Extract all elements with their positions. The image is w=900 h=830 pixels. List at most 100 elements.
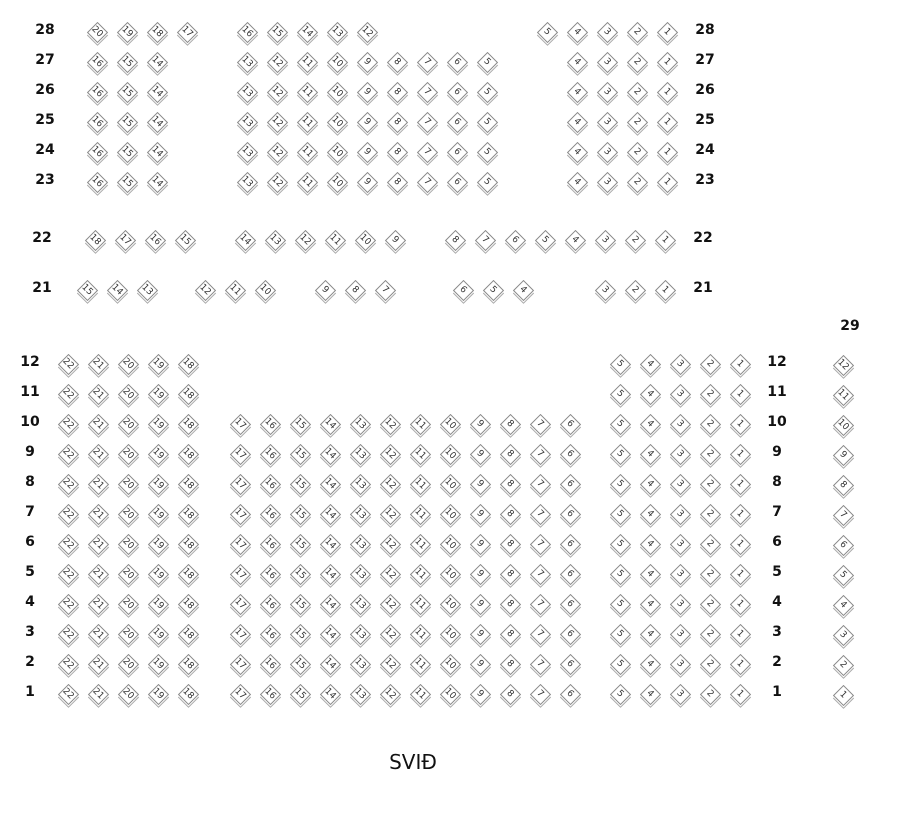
seat-row-7-20[interactable]: 20: [117, 503, 140, 526]
seat-row-27-11[interactable]: 11: [296, 51, 319, 74]
seat-row-3-2[interactable]: 2: [699, 623, 722, 646]
seat-row-5-9[interactable]: 9: [469, 563, 492, 586]
seat-row-8-13[interactable]: 13: [349, 473, 372, 496]
seat-row-26-6[interactable]: 6: [446, 81, 469, 104]
seat-row-21-2[interactable]: 2: [624, 279, 647, 302]
seat-row-1-8[interactable]: 8: [499, 683, 522, 706]
seat-row-10-2[interactable]: 2: [699, 413, 722, 436]
seat-row-24-9[interactable]: 9: [356, 141, 379, 164]
seat-row-7-10[interactable]: 10: [439, 503, 462, 526]
seat-row-6-4[interactable]: 4: [639, 533, 662, 556]
seat-row-25-11[interactable]: 11: [296, 111, 319, 134]
seat-row-10-20[interactable]: 20: [117, 413, 140, 436]
seat-row-26-4[interactable]: 4: [566, 81, 589, 104]
seat-row-5-18[interactable]: 18: [177, 563, 200, 586]
seat-row-28-19[interactable]: 19: [116, 21, 139, 44]
seat-row-24-15[interactable]: 15: [116, 141, 139, 164]
seat-row-11-2[interactable]: 2: [699, 383, 722, 406]
seat-row-3-11[interactable]: 11: [409, 623, 432, 646]
seat-row-1-11[interactable]: 11: [409, 683, 432, 706]
seat-row-5-1[interactable]: 1: [729, 563, 752, 586]
seat-row-2-18[interactable]: 18: [177, 653, 200, 676]
seat-row-9-21[interactable]: 21: [87, 443, 110, 466]
seat-row-22-5[interactable]: 5: [534, 229, 557, 252]
seat-row-28-12[interactable]: 12: [356, 21, 379, 44]
seat-row-1-7[interactable]: 7: [529, 683, 552, 706]
seat-row-7-19[interactable]: 19: [147, 503, 170, 526]
seat-row-26-2[interactable]: 2: [626, 81, 649, 104]
seat-row-23-4[interactable]: 4: [566, 171, 589, 194]
seat-row-1-6[interactable]: 6: [559, 683, 582, 706]
seat-row-5-19[interactable]: 19: [147, 563, 170, 586]
seat-row-25-10[interactable]: 10: [326, 111, 349, 134]
seat-row-6-1[interactable]: 1: [729, 533, 752, 556]
seat-row-24-2[interactable]: 2: [626, 141, 649, 164]
seat-row-6-12[interactable]: 12: [379, 533, 402, 556]
seat-row-12-21[interactable]: 21: [87, 353, 110, 376]
seat-row-10-11[interactable]: 11: [409, 413, 432, 436]
seat-row-8-7[interactable]: 7: [529, 473, 552, 496]
seat-row-2-17[interactable]: 17: [229, 653, 252, 676]
seat-row-8-1[interactable]: 1: [729, 473, 752, 496]
seat-row-12-3[interactable]: 3: [669, 353, 692, 376]
seat-row-1-20[interactable]: 20: [117, 683, 140, 706]
seat-row-5-4[interactable]: 4: [639, 563, 662, 586]
seat-row-7-12[interactable]: 12: [379, 503, 402, 526]
seat-row-1-12[interactable]: 12: [379, 683, 402, 706]
seat-row-3-14[interactable]: 14: [319, 623, 342, 646]
seat-row-26-13[interactable]: 13: [236, 81, 259, 104]
seat-row-4-20[interactable]: 20: [117, 593, 140, 616]
seat-row-23-2[interactable]: 2: [626, 171, 649, 194]
seat-row-6-8[interactable]: 8: [499, 533, 522, 556]
seat-row-4-6[interactable]: 6: [559, 593, 582, 616]
seat-row-27-2[interactable]: 2: [626, 51, 649, 74]
seat-row-7-6[interactable]: 6: [559, 503, 582, 526]
seat-row-6-2[interactable]: 2: [699, 533, 722, 556]
seat-row-2-16[interactable]: 16: [259, 653, 282, 676]
seat-row-25-3[interactable]: 3: [596, 111, 619, 134]
seat-row-6-19[interactable]: 19: [147, 533, 170, 556]
seat-row-23-10[interactable]: 10: [326, 171, 349, 194]
seat-row-8-16[interactable]: 16: [259, 473, 282, 496]
seat-row-1-4[interactable]: 4: [639, 683, 662, 706]
seat-row-3-15[interactable]: 15: [289, 623, 312, 646]
seat-row-7-3[interactable]: 3: [669, 503, 692, 526]
seat-row-11-5[interactable]: 5: [609, 383, 632, 406]
seat-row-5-7[interactable]: 7: [529, 563, 552, 586]
seat-row-7-8[interactable]: 8: [499, 503, 522, 526]
seat-row-22-11[interactable]: 11: [324, 229, 347, 252]
seat-row-26-12[interactable]: 12: [266, 81, 289, 104]
seat-row-29-9[interactable]: 9: [832, 444, 855, 467]
seat-row-7-9[interactable]: 9: [469, 503, 492, 526]
seat-row-4-11[interactable]: 11: [409, 593, 432, 616]
seat-row-6-7[interactable]: 7: [529, 533, 552, 556]
seat-row-7-13[interactable]: 13: [349, 503, 372, 526]
seat-row-27-1[interactable]: 1: [656, 51, 679, 74]
seat-row-4-17[interactable]: 17: [229, 593, 252, 616]
seat-row-12-2[interactable]: 2: [699, 353, 722, 376]
seat-row-28-14[interactable]: 14: [296, 21, 319, 44]
seat-row-1-22[interactable]: 22: [57, 683, 80, 706]
seat-row-21-15[interactable]: 15: [76, 279, 99, 302]
seat-row-4-4[interactable]: 4: [639, 593, 662, 616]
seat-row-27-13[interactable]: 13: [236, 51, 259, 74]
seat-row-22-16[interactable]: 16: [144, 229, 167, 252]
seat-row-24-12[interactable]: 12: [266, 141, 289, 164]
seat-row-21-13[interactable]: 13: [136, 279, 159, 302]
seat-row-24-10[interactable]: 10: [326, 141, 349, 164]
seat-row-2-7[interactable]: 7: [529, 653, 552, 676]
seat-row-3-22[interactable]: 22: [57, 623, 80, 646]
seat-row-28-3[interactable]: 3: [596, 21, 619, 44]
seat-row-9-1[interactable]: 1: [729, 443, 752, 466]
seat-row-6-6[interactable]: 6: [559, 533, 582, 556]
seat-row-11-20[interactable]: 20: [117, 383, 140, 406]
seat-row-4-13[interactable]: 13: [349, 593, 372, 616]
seat-row-4-5[interactable]: 5: [609, 593, 632, 616]
seat-row-21-14[interactable]: 14: [106, 279, 129, 302]
seat-row-10-14[interactable]: 14: [319, 413, 342, 436]
seat-row-6-5[interactable]: 5: [609, 533, 632, 556]
seat-row-11-21[interactable]: 21: [87, 383, 110, 406]
seat-row-1-1[interactable]: 1: [729, 683, 752, 706]
seat-row-21-8[interactable]: 8: [344, 279, 367, 302]
seat-row-3-9[interactable]: 9: [469, 623, 492, 646]
